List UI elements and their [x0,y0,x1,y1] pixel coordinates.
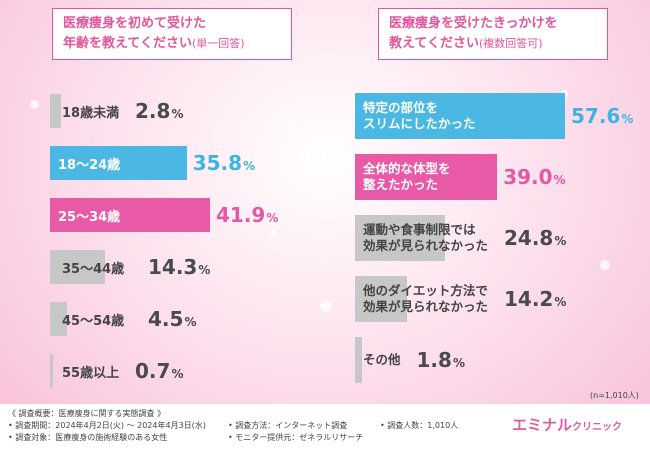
reason-bar [355,93,565,139]
value-label: 41.9% [216,198,278,232]
reason-category-label: 全体的な体型を 整えたかった [363,161,451,192]
reason-category-label: 運動や食事制限では 効果が見られなかった [363,222,489,253]
left-title-line2-wrap: 年齢を教えてください(単一回答) [63,34,281,54]
value-number: 14.3 [148,255,198,279]
value-unit: % [554,295,567,309]
age-category-label: 25〜34歳 [58,209,121,225]
left-title-line1: 医療痩身を初めて受けた [63,16,207,31]
value-number: 24.8 [504,226,554,250]
value-label: 14.3% [148,250,210,284]
background-sparkle [320,300,332,312]
value-label: 35.8% [193,146,255,180]
value-number: 2.8 [135,99,171,123]
left-title-line2: 年齢を教えてください [63,36,192,51]
age-bar [50,250,105,284]
right-title-line1: 医療痩身を受けたきっかけを [389,16,558,31]
value-label: 39.0% [503,154,565,200]
background-sparkle [300,150,310,160]
value-number: 4.5 [148,307,184,331]
age-bar [50,302,68,336]
age-bar-row: 45〜54歳 4.5% [0,302,300,336]
value-number: 41.9 [216,203,266,227]
value-number: 1.8 [416,348,452,372]
value-unit: % [198,263,211,277]
value-number: 57.6 [571,104,621,128]
age-category-label: 18〜24歳 [58,157,121,173]
value-label: 4.5% [148,302,196,336]
age-bar [50,94,61,128]
value-number: 35.8 [192,151,243,175]
right-title-line2: 教えてください [389,36,479,51]
right-title-line2-wrap: 教えてください(複数回答可) [389,34,597,54]
age-category-label: 35〜44歳 [62,261,125,277]
reason-bar-row: 全体的な体型を 整えたかった 39.0% [0,154,650,200]
right-title-note: (複数回答可) [478,37,543,50]
value-label: 0.7% [135,354,183,388]
logo-sub: クリニック [572,422,623,433]
value-label: 2.8% [135,94,183,128]
age-bar-row: 25〜34歳 41.9% [0,198,300,232]
value-number: 39.0 [503,165,553,189]
value-unit: % [266,211,279,225]
value-label: 24.8% [504,215,566,261]
age-bar [50,354,53,388]
reason-bar [355,337,362,383]
footer-overview: 《 調査概要：医療痩身に関する実態調査 》 [8,409,166,418]
value-unit: % [171,107,184,121]
value-label: 14.2% [504,276,566,322]
reason-bar-row: 特定の部位を スリムにしたかった 57.6% [0,93,650,139]
reason-category-label: 特定の部位を スリムにしたかった [363,100,476,131]
value-unit: % [452,356,465,370]
value-unit: % [554,234,567,248]
age-bar-row: 18〜24歳 35.8% [0,146,300,180]
footer-count: • 調査人数：1,010人 [380,421,459,430]
eminal-clinic-logo: エミナルクリニック [512,414,622,435]
reason-bar-row: 他のダイエット方法で 効果が見られなかった 14.2% [0,276,650,322]
value-unit: % [553,173,566,187]
reason-bar [355,154,498,200]
background-sparkle [30,100,39,109]
footer-method: • 調査方法：インターネット調査 [228,421,348,430]
age-category-label: 55歳以上 [62,365,120,381]
footer-provider: • モニター提供元：ゼネラルリサーチ [228,433,364,442]
footer-period: • 調査期間：2024年4月2日(火) ～ 2024年4月3日(水) [8,421,206,430]
left-title-note: (単一回答) [191,37,245,50]
right-chart-title: 医療痩身を受けたきっかけを 教えてください(複数回答可) [378,8,608,60]
reason-category-label: 他のダイエット方法で 効果が見られなかった [363,283,489,314]
reason-bar [355,215,446,261]
reason-bar-row: その他 1.8% [0,337,650,383]
survey-footer: 《 調査概要：医療痩身に関する実態調査 》 • 調査期間：2024年4月2日(火… [0,404,650,450]
footer-target: • 調査対象：医療痩身の施術経験のある女性 [8,433,168,442]
age-bar [50,146,187,180]
value-unit: % [171,367,184,381]
sample-size-note: (n=1,010人) [590,391,639,400]
reason-category-label: その他 [363,352,401,367]
background-sparkle [600,260,610,270]
value-label: 1.8% [417,337,465,383]
value-number: 0.7 [135,359,171,383]
logo-main: エミナル [512,416,573,434]
age-bar [50,198,210,232]
age-category-label: 45〜54歳 [62,313,125,329]
age-bar-row: 55歳以上 0.7% [0,354,300,388]
value-unit: % [243,159,256,173]
value-unit: % [621,112,634,126]
reason-bar [355,276,407,322]
value-number: 14.2 [504,287,554,311]
value-label: 57.6% [571,93,633,139]
age-bar-row: 35〜44歳 14.3% [0,250,300,284]
left-chart-title: 医療痩身を初めて受けた 年齢を教えてください(単一回答) [52,8,292,60]
value-unit: % [184,315,197,329]
reason-bar-row: 運動や食事制限では 効果が見られなかった 24.8% [0,215,650,261]
age-category-label: 18歳未満 [62,105,120,121]
age-bar-row: 18歳未満 2.8% [0,94,300,128]
background-sparkle [270,230,277,237]
